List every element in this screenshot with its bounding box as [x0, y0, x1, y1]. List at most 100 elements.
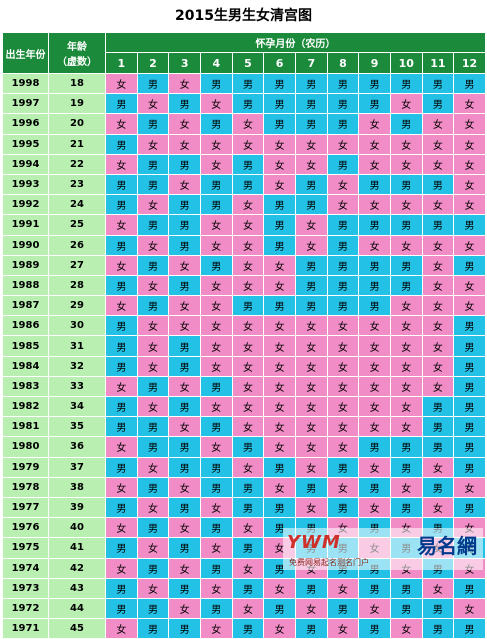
gender-cell: 男 — [421, 214, 455, 236]
gender-cell: 男 — [294, 274, 328, 297]
gender-cell: 女 — [421, 496, 455, 519]
gender-cell: 女 — [199, 496, 233, 519]
gender-cell: 男 — [105, 355, 138, 377]
gender-cell: 男 — [421, 416, 455, 438]
gender-cell: 女 — [136, 234, 170, 256]
gender-cell: 男 — [105, 395, 138, 418]
gender-cell: 男 — [326, 496, 360, 519]
gender-cell: 男 — [168, 537, 201, 559]
gender-cell: 女 — [421, 355, 455, 377]
gender-cell: 女 — [168, 295, 201, 317]
table-row: 1972 44 男男女男女男女男女男男女 — [2, 597, 486, 620]
gender-cell: 女 — [294, 416, 328, 438]
gender-cell: 女 — [105, 153, 138, 175]
gender-cell: 女 — [326, 355, 360, 377]
birth-year-cell: 1989 — [2, 254, 49, 276]
gender-cell: 男 — [358, 72, 391, 95]
gender-cell: 女 — [421, 335, 455, 357]
birth-year-cell: 1979 — [2, 456, 49, 478]
age-cell: 39 — [48, 496, 106, 519]
gender-cell: 女 — [105, 295, 138, 317]
gender-cell: 男 — [358, 476, 391, 498]
gender-chart-table: 出生年份 年龄 （虚数） 怀孕月份（农历） 1 2 3 4 5 6 7 8 9 10 11 12 19… — [2, 32, 486, 639]
table-row: 1979 37 男女男男女男女男女男女男 — [2, 456, 486, 478]
gender-cell: 男 — [231, 93, 265, 115]
table-row: 1985 31 男女男女女女女女女女女男 — [2, 335, 486, 357]
gender-cell: 女 — [294, 153, 328, 175]
gender-cell: 男 — [326, 456, 360, 478]
birth-year-cell: 1998 — [2, 72, 49, 95]
gender-cell: 男 — [453, 496, 486, 519]
gender-cell: 女 — [389, 295, 423, 317]
month-header-3: 3 — [168, 52, 201, 74]
gender-cell: 男 — [358, 93, 391, 115]
age-cell: 44 — [48, 597, 106, 620]
watermark-brand: 易名網 — [417, 534, 477, 558]
table-row: 1998 18 女男女男男男男男男男男男 — [2, 72, 486, 95]
gender-cell: 男 — [326, 214, 360, 236]
month-header-9: 9 — [358, 52, 391, 74]
gender-cell: 女 — [358, 395, 391, 418]
gender-cell: 男 — [453, 375, 486, 398]
gender-cell: 男 — [453, 335, 486, 357]
gender-cell: 男 — [326, 597, 360, 620]
table-row: 1988 28 男女男女女女男男男男女女 — [2, 274, 486, 297]
gender-cell: 女 — [136, 194, 170, 216]
gender-cell: 女 — [263, 173, 296, 196]
gender-cell: 男 — [326, 234, 360, 256]
watermark-logo-mark: YWM — [287, 532, 341, 553]
gender-cell: 男 — [358, 173, 391, 196]
gender-cell: 女 — [136, 577, 170, 599]
gender-cell: 男 — [231, 476, 265, 498]
gender-cell: 女 — [105, 618, 138, 639]
age-cell: 36 — [48, 436, 106, 458]
age-cell: 26 — [48, 234, 106, 256]
gender-cell: 女 — [358, 355, 391, 377]
birth-year-cell: 1991 — [2, 214, 49, 236]
month-header-7: 7 — [294, 52, 328, 74]
watermark-slogan: 免费网易起名测名门户 — [289, 558, 369, 567]
gender-cell: 女 — [231, 194, 265, 216]
gender-cell: 男 — [453, 315, 486, 337]
gender-cell: 女 — [294, 436, 328, 458]
age-cell: 30 — [48, 315, 106, 337]
gender-cell: 男 — [389, 456, 423, 478]
gender-cell: 男 — [136, 173, 170, 196]
table-row: 1994 22 女男男女男女女男女女女女 — [2, 153, 486, 175]
birth-year-cell: 1976 — [2, 517, 49, 539]
gender-cell: 男 — [294, 295, 328, 317]
gender-cell: 男 — [389, 577, 423, 599]
gender-cell: 女 — [389, 194, 423, 216]
gender-cell: 女 — [105, 517, 138, 539]
gender-cell: 女 — [389, 234, 423, 256]
age-cell: 42 — [48, 557, 106, 579]
gender-cell: 女 — [389, 375, 423, 398]
gender-cell: 男 — [263, 72, 296, 95]
gender-cell: 女 — [199, 537, 233, 559]
gender-cell: 女 — [453, 133, 486, 155]
gender-cell: 女 — [326, 476, 360, 498]
gender-cell: 男 — [231, 577, 265, 599]
gender-cell: 男 — [105, 496, 138, 519]
gender-cell: 女 — [136, 456, 170, 478]
gender-cell: 女 — [136, 355, 170, 377]
gender-cell: 女 — [263, 153, 296, 175]
age-cell: 18 — [48, 72, 106, 95]
gender-cell: 女 — [326, 577, 360, 599]
gender-cell: 女 — [168, 517, 201, 539]
gender-cell: 女 — [453, 274, 486, 297]
gender-cell: 女 — [105, 72, 138, 95]
gender-cell: 男 — [358, 254, 391, 276]
gender-cell: 男 — [168, 194, 201, 216]
gender-cell: 女 — [231, 456, 265, 478]
gender-cell: 女 — [231, 375, 265, 398]
gender-cell: 女 — [105, 113, 138, 135]
gender-cell: 男 — [231, 496, 265, 519]
gender-cell: 男 — [105, 133, 138, 155]
gender-cell: 男 — [389, 173, 423, 196]
gender-cell: 女 — [326, 194, 360, 216]
table-row: 1971 45 女男男女男女男女男女男男 — [2, 618, 486, 639]
gender-cell: 男 — [105, 577, 138, 599]
gender-cell: 女 — [389, 395, 423, 418]
gender-cell: 女 — [168, 133, 201, 155]
